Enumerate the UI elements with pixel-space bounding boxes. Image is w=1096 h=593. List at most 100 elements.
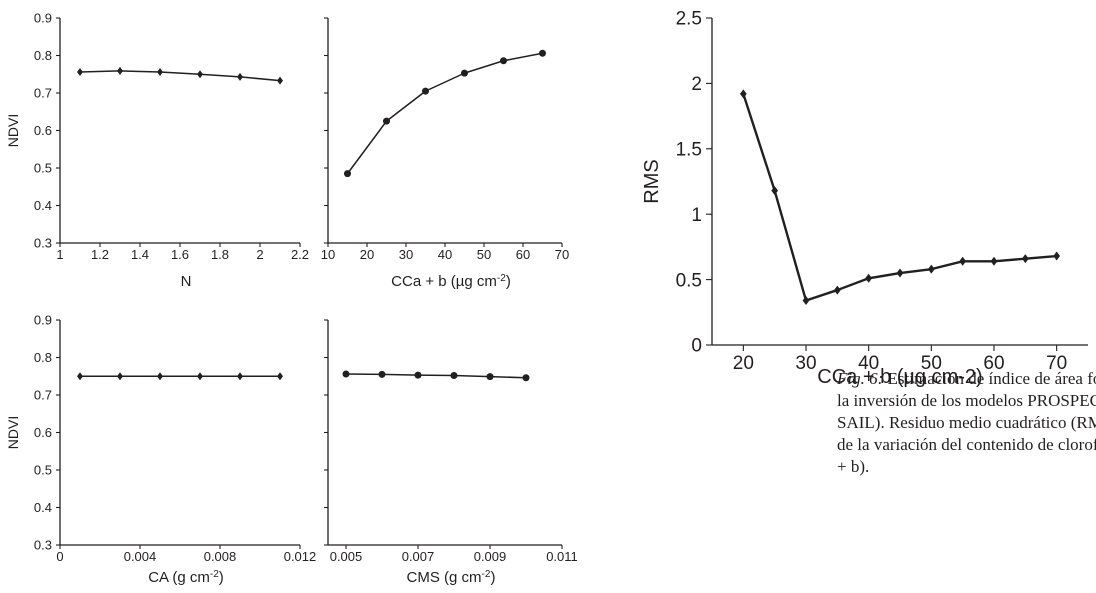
x-tick-label: 0.011 <box>546 549 578 564</box>
data-point <box>461 69 468 77</box>
y-tick-label: 1 <box>691 205 702 226</box>
x-tick-label: 0.009 <box>474 549 507 564</box>
y-tick-label: 0.4 <box>34 500 52 515</box>
data-point <box>500 57 507 65</box>
y-axis-label: RMS <box>641 159 663 203</box>
figure-caption: Fig. 6: Estimación de índice de área fol… <box>837 368 1096 478</box>
x-tick-label: 2 <box>256 247 263 262</box>
x-tick-label: 1 <box>56 247 63 262</box>
y-tick-label: 0.6 <box>34 425 52 440</box>
data-point <box>450 372 458 379</box>
x-tick-label: 70 <box>1046 353 1067 374</box>
data-point <box>865 273 873 283</box>
x-tick-label: 0.012 <box>284 549 317 564</box>
data-point <box>959 256 967 266</box>
x-axis-label-end: ) <box>506 273 511 290</box>
data-point <box>77 68 83 76</box>
y-tick-label: 0.9 <box>34 313 52 328</box>
data-point <box>157 372 163 381</box>
data-point <box>414 371 422 379</box>
data-point <box>237 372 243 381</box>
x-axis-label-sup: -2 <box>482 569 491 580</box>
x-tick-label: 20 <box>360 247 374 262</box>
x-tick-label: 60 <box>983 353 1004 374</box>
data-point <box>344 170 351 178</box>
series-line <box>346 52 543 175</box>
y-axis-label: NDVI <box>5 416 21 449</box>
x-tick-label: 0.004 <box>124 549 157 564</box>
data-point <box>237 72 243 81</box>
chart-panel-bottom-right: 0.005 0.007 0.009 0.011 CMS (g cm-2) <box>324 319 578 587</box>
caption-line: la inversión de los modelos PROSPECT y S… <box>837 391 1096 410</box>
x-tick-label: 40 <box>858 353 879 374</box>
data-point <box>927 264 935 274</box>
data-point <box>117 66 123 75</box>
x-tick-label: 10 <box>321 247 335 262</box>
y-tick-label: 0 <box>691 336 702 357</box>
data-point <box>539 49 546 57</box>
x-axis-label: CA (g cm-2) <box>148 569 224 587</box>
y-tick-label: 0.8 <box>34 48 52 63</box>
data-point <box>342 370 350 378</box>
caption-line: de la variación del contenido de clorofi… <box>837 435 1096 454</box>
x-tick-label: 40 <box>438 247 452 262</box>
x-axis-label-end: ) <box>219 569 224 586</box>
y-tick-label: 0.4 <box>34 198 52 213</box>
data-point <box>277 372 283 381</box>
chart-panel-top-right: 10 20 30 40 50 60 70 CCa + b (µg cm-2) <box>321 17 569 291</box>
data-point <box>197 70 203 79</box>
x-tick-label: 50 <box>921 353 942 374</box>
x-tick-label: 30 <box>399 247 413 262</box>
data-point <box>833 285 841 295</box>
data-point <box>422 87 429 95</box>
data-point <box>522 374 530 382</box>
x-axis-label: CCa + b (µg cm-2) <box>817 366 982 388</box>
x-tick-label: 20 <box>733 353 754 374</box>
x-axis-label-sup: -2 <box>497 273 506 284</box>
y-tick-label: 2 <box>691 74 702 95</box>
y-tick-label: 2.5 <box>676 9 702 30</box>
series-line <box>79 70 281 82</box>
x-axis-label: CCa + b (µg cm-2) <box>391 273 511 291</box>
chart-panel-top-left: 0.3 0.4 0.5 0.6 0.7 0.8 0.9 1 1.2 1.4 1.6 1.8 2 2.2 N N… <box>5 11 309 290</box>
data-point <box>383 117 390 125</box>
y-tick-label: 0.3 <box>34 538 52 553</box>
data-point <box>486 373 494 381</box>
x-tick-label: 1.8 <box>211 247 229 262</box>
data-point <box>1053 251 1061 261</box>
data-point <box>771 186 779 196</box>
data-point <box>117 372 123 381</box>
y-tick-label: 0.9 <box>34 11 52 26</box>
y-tick-label: 0.7 <box>34 388 52 403</box>
x-axis-label: N <box>181 273 192 290</box>
data-point <box>802 296 810 306</box>
y-tick-label: 0.7 <box>34 86 52 101</box>
data-point <box>197 372 203 381</box>
x-tick-label: 1.6 <box>171 247 189 262</box>
x-tick-label: 60 <box>516 247 530 262</box>
y-tick-label: 0.5 <box>34 463 52 478</box>
y-tick-label: 0.5 <box>676 270 702 291</box>
figure-label: Fig. 6: <box>837 369 884 388</box>
data-point <box>739 89 747 99</box>
y-tick-label: 0.3 <box>34 236 52 251</box>
x-tick-label: 0 <box>56 549 63 564</box>
caption-line: + b). <box>837 457 870 476</box>
data-point <box>990 256 998 266</box>
chart-panel-bottom-left: 0.3 0.4 0.5 0.6 0.7 0.8 0.9 0 0.004 0.008 0.012 CA … <box>5 313 316 586</box>
data-point <box>896 268 904 278</box>
caption-line: SAIL). Residuo medio cuadrático (RMS) en… <box>837 413 1096 432</box>
x-tick-label: 1.2 <box>91 247 109 262</box>
x-axis-label: CMS (g cm-2) <box>407 569 496 587</box>
data-point <box>277 76 283 85</box>
x-tick-label: 2.2 <box>291 247 309 262</box>
caption-line: Estimación de índice de área foliar med <box>887 369 1096 388</box>
series-line <box>345 373 527 379</box>
y-tick-label: 1.5 <box>676 139 702 160</box>
x-tick-label: 0.007 <box>402 549 435 564</box>
x-axis-label-sup: -2 <box>210 569 219 580</box>
y-axis-label: NDVI <box>5 114 21 147</box>
data-point <box>157 68 163 76</box>
x-tick-label: 70 <box>555 247 569 262</box>
